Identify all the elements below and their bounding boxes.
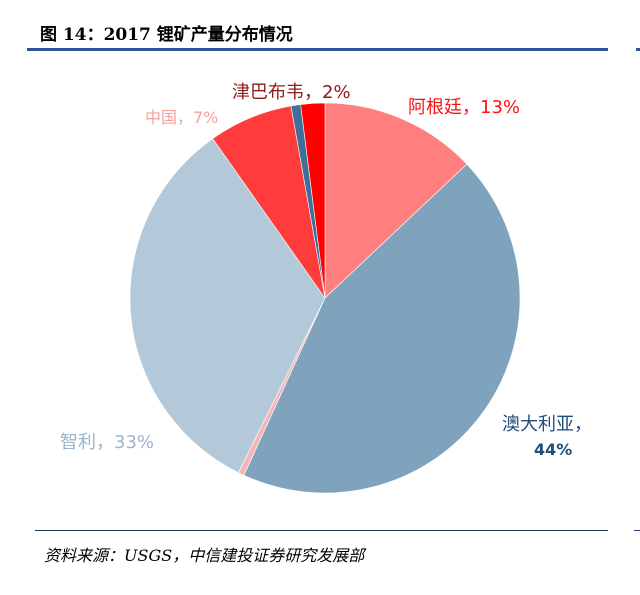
pie-slice-津巴布韦	[300, 102, 326, 299]
figure-title: 图 14：2017 锂矿产量分布情况	[40, 25, 293, 45]
pie-slice-阿根廷	[324, 102, 468, 299]
label-china: 中国，7%	[145, 108, 219, 127]
footer-rule-end	[634, 530, 640, 531]
footer-rule	[35, 530, 608, 531]
label-argentina: 阿根廷，13%	[408, 97, 521, 118]
pie-slice-智利	[129, 138, 326, 474]
label-zimbabwe: 津巴布韦，2%	[232, 82, 351, 103]
label-chile: 智利，33%	[60, 432, 155, 453]
label-australia-pct: 44%	[534, 440, 573, 459]
title-rule	[27, 48, 608, 51]
source-note: 资料来源：USGS，中信建投证券研究发展部	[44, 546, 365, 565]
pie-slice-澳大利亚	[243, 163, 521, 494]
label-australia: 澳大利亚，	[502, 414, 592, 435]
title-rule-end	[636, 48, 640, 51]
